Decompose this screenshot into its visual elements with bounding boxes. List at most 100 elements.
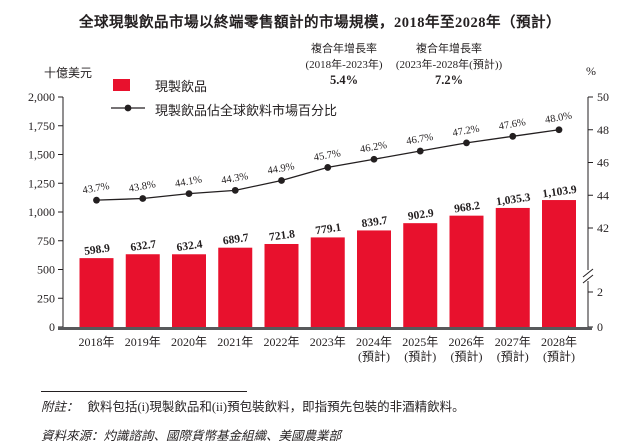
x-axis-sublabel: (預計) [451,349,483,364]
bar-2025年 [403,223,438,327]
line-data-point [231,186,239,194]
line-value-label: 45.7% [313,148,342,164]
bar-2019年 [125,254,160,327]
footnote-source: 資料來源：灼識諮詢、國際貨幣基金組織、美國農業部 [41,429,342,443]
line-data-point [278,177,285,184]
bar-value-label: 689.7 [222,232,250,248]
line-value-label: 44.3% [221,171,250,187]
right-axis-tick-label: 46 [597,156,609,170]
x-axis-sublabel: (預計) [358,349,390,364]
bar-2023年 [310,237,345,327]
x-axis-label: 2023年 [310,335,346,349]
legend-line-dot [124,104,132,112]
line-data-point [93,196,100,204]
line-data-point [139,195,147,202]
x-axis-label: 2022年 [263,335,299,349]
x-axis-sublabel: (預計) [497,349,529,364]
cagr-annotation-2018-2023: 複合年增長率 (2018年-2023年) 5.4% [282,42,406,89]
bar-value-label: 632.4 [176,239,204,255]
cagr2-value: 7.2% [434,73,464,87]
left-axis-tick-label: 1,750 [28,119,55,133]
right-axis-break-mark [582,268,594,278]
line-data-point [185,190,193,198]
bar-value-label: 839.7 [361,215,389,231]
line-value-label: 44.1% [174,174,203,190]
left-axis-unit-label: 十億美元 [44,66,93,80]
bar-value-label: 632.7 [130,238,158,254]
x-axis-label: 2018年 [78,335,114,349]
line-data-point [463,139,470,147]
bar-2028年 [542,200,576,327]
x-axis-label: 2028年 [541,335,577,349]
footnote-note-text: 飲料包括(i)現製飲品和(ii)預包裝飲料，即指預先包裝的非酒精飲料。 [87,400,465,414]
bar-value-label: 1,035.3 [495,192,531,209]
x-axis-label: 2025年 [402,335,438,349]
line-data-point [555,126,563,134]
right-axis-tick-label: 50 [597,90,609,104]
left-axis-tick-label: 2,000 [28,90,55,104]
cagr1-period: (2018年-2023年) [305,58,383,71]
footnote-divider [41,391,247,392]
line-data-point [324,164,332,171]
bar-2020年 [172,254,206,327]
right-axis-tick-label: 44 [597,188,609,202]
cagr1-title: 複合年增長率 [311,43,377,55]
legend-line-label: 現製飲品佔全球飲料市場百分比 [155,103,338,118]
right-axis-unit-label: % [586,64,596,78]
x-axis-sublabel: (預計) [404,349,436,364]
bar-value-label: 779.1 [315,222,343,238]
bar-2026年 [449,215,484,327]
bar-value-label: 721.8 [268,228,296,244]
x-axis-sublabel: (預計) [543,349,575,364]
line-value-label: 46.7% [406,132,435,148]
footnote-note-label: 附註： [41,400,79,414]
bar-value-label: 598.9 [83,242,111,258]
cagr-annotation-2023-2028: 複合年增長率 (2023年-2028年(預計)) 7.2% [383,42,515,89]
line-value-label: 47.2% [452,124,481,140]
line-data-point [509,132,517,140]
left-axis-tick-label: 500 [37,263,55,277]
right-axis-tick-label: 48 [597,123,609,137]
left-axis-tick-label: 750 [37,234,55,248]
bar-value-label: 968.2 [453,200,481,216]
bar-2018年 [79,258,114,327]
left-axis-tick-label: 1,000 [28,205,55,219]
right-axis-tick-label: 42 [597,221,609,235]
bar-2022年 [264,243,299,327]
cagr2-title: 複合年增長率 [416,43,482,55]
bar-value-label: 1,103.9 [542,184,578,201]
x-axis-label: 2026年 [448,335,484,349]
line-value-label: 44.9% [267,161,296,177]
chart-title: 全球現製飲品市場以終端零售額計的市場規模，2018年至2028年（預計） [79,15,561,31]
line-value-label: 43.7% [82,181,111,197]
line-data-point [370,155,378,163]
x-axis-label: 2024年 [356,335,392,349]
legend-bar-swatch-icon [113,79,130,91]
left-axis-tick-label: 1,250 [28,176,55,190]
left-axis-tick-label: 250 [37,291,55,305]
x-axis-label: 2021年 [217,335,253,349]
cagr2-period: (2023年-2028年(預計)) [395,58,503,71]
x-axis-label: 2027年 [495,335,531,349]
line-value-label: 48.0% [544,110,573,126]
bar-2024年 [357,230,391,327]
bar-2027年 [495,207,530,327]
x-axis-label: 2020年 [171,335,207,349]
right-axis-tick-label: 0 [597,320,603,334]
right-axis-break-mark [582,274,594,284]
left-axis-tick-label: 0 [49,320,55,334]
bar-2021年 [218,247,253,327]
line-value-label: 46.2% [359,140,388,156]
legend-bar-label: 現製飲品 [155,79,208,94]
cagr1-value: 5.4% [329,73,359,87]
line-value-label: 43.8% [128,179,157,195]
legend-line-marker-icon [111,104,145,112]
bar-value-label: 902.9 [407,207,435,223]
footnote-note: 附註： 飲料包括(i)現製飲品和(ii)預包裝飲料，即指預先包裝的非酒精飲料。 [41,396,621,415]
left-axis-tick-label: 1,500 [28,148,55,162]
line-value-label: 47.6% [498,117,527,133]
line-data-point [416,147,424,155]
x-axis-label: 2019年 [125,335,161,349]
